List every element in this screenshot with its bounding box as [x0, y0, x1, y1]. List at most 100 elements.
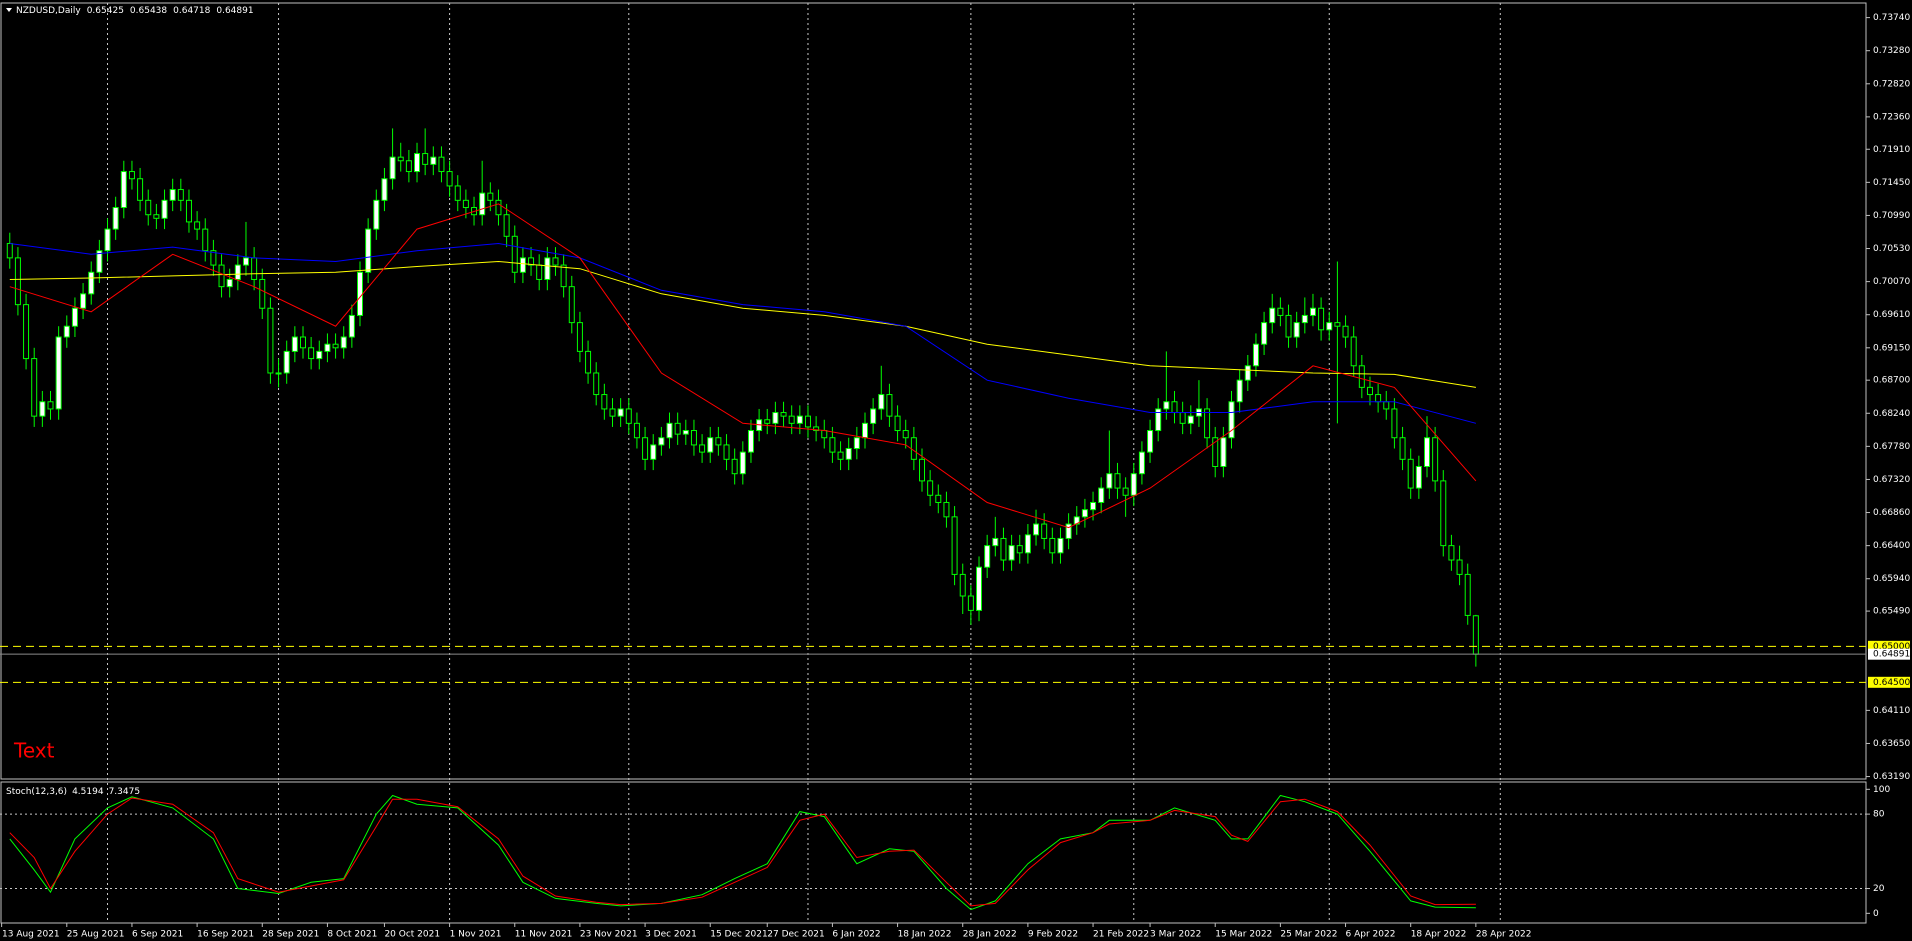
y-tick-label: 0.71450: [1873, 178, 1910, 188]
level-label: 0.65000: [1873, 642, 1910, 652]
stoch-panel: [0, 781, 1867, 924]
x-tick-label: 28 Apr 2022: [1476, 930, 1532, 940]
candle-body: [617, 408, 624, 417]
candle-body: [747, 430, 754, 453]
candle-body: [528, 257, 535, 266]
candle-body: [1081, 509, 1088, 518]
candle-body: [308, 347, 315, 360]
x-tick-label: 6 Jan 2022: [832, 930, 880, 940]
candle-body: [1391, 408, 1398, 439]
candle-body: [194, 221, 201, 230]
candle-body: [47, 401, 54, 410]
y-tick-label: 0.69610: [1873, 310, 1910, 320]
candle-body: [699, 444, 706, 453]
candle-body: [1163, 401, 1170, 410]
candle-body: [650, 444, 657, 460]
candle-body: [169, 189, 176, 201]
candle-body: [1024, 534, 1031, 554]
x-tick-label: 8 Oct 2021: [327, 930, 377, 940]
candle-body: [642, 437, 649, 460]
candle-body: [959, 573, 966, 597]
candle-body: [1155, 408, 1162, 432]
candle-body: [1220, 437, 1227, 467]
x-tick-label: 6 Sep 2021: [132, 930, 183, 940]
candle-body: [324, 343, 331, 352]
candle-body: [1366, 386, 1373, 396]
candle-body: [1334, 322, 1341, 327]
candle-body: [804, 415, 811, 428]
candle-body: [1171, 401, 1178, 414]
candle-body: [674, 422, 681, 435]
candle-body: [251, 257, 258, 280]
ohlc-value: 0.64718: [173, 6, 210, 16]
candle-body: [422, 153, 429, 165]
stoch-line: [9, 794, 1476, 911]
candle-body: [943, 501, 950, 518]
candle-body: [1285, 314, 1292, 338]
candle-body: [177, 189, 184, 201]
candle-body: [723, 444, 730, 460]
candle-body: [715, 437, 722, 446]
y-tick-label: 0: [1873, 909, 1879, 919]
candle-body: [63, 325, 70, 338]
main-panel: [0, 2, 1867, 780]
candle-body: [992, 537, 999, 547]
candle-body: [585, 350, 592, 374]
candle-body: [503, 214, 510, 237]
candle-body: [1358, 365, 1365, 388]
candle-body: [813, 426, 820, 432]
annotation: Text: [13, 739, 55, 763]
candle-body: [658, 437, 665, 446]
candle-body: [1033, 523, 1040, 536]
candle-body: [1472, 615, 1479, 655]
candle-body: [1415, 465, 1422, 489]
x-tick-label: 13 Aug 2021: [2, 930, 60, 940]
candle-body: [39, 401, 46, 417]
y-tick-label: 0.65940: [1873, 574, 1910, 584]
stoch-line: [9, 797, 1476, 907]
candle-body: [430, 156, 437, 165]
candle-body: [1114, 473, 1121, 489]
x-tick-label: 9 Feb 2022: [1028, 930, 1078, 940]
candle-body: [267, 307, 274, 374]
x-tick-label: 25 Mar 2022: [1280, 930, 1337, 940]
y-tick-label: 0.63190: [1873, 772, 1910, 782]
candle-body: [202, 228, 209, 252]
candle-body: [259, 278, 266, 309]
candle-body: [601, 394, 608, 410]
candle-body: [739, 451, 746, 475]
candle-body: [1375, 394, 1382, 403]
x-tick-label: 11 Nov 2021: [515, 930, 573, 940]
candle-body: [1187, 415, 1194, 424]
candle-body: [1301, 314, 1308, 324]
candle-body: [560, 264, 567, 288]
candle-body: [1318, 307, 1325, 331]
candle-body: [96, 250, 103, 273]
candle-body: [397, 156, 404, 162]
candle-body: [519, 257, 526, 273]
candle-body: [976, 566, 983, 611]
candle-body: [544, 257, 551, 280]
candle-body: [454, 185, 461, 201]
indicator-value: 7.3475: [109, 787, 141, 797]
candle-body: [332, 343, 339, 349]
candle-body: [568, 286, 575, 324]
candle-body: [389, 156, 396, 180]
collapse-arrow[interactable]: [6, 8, 12, 12]
candle-body: [919, 458, 926, 482]
candle-body: [1228, 401, 1235, 439]
candle-body: [1016, 545, 1023, 554]
candle-body: [894, 415, 901, 432]
x-tick-label: 27 Dec 2021: [767, 930, 825, 940]
candle-body: [381, 178, 388, 201]
candle-body: [275, 372, 282, 375]
x-tick-label: 23 Nov 2021: [580, 930, 638, 940]
y-tick-label: 0.63650: [1873, 739, 1910, 749]
y-tick-label: 100: [1873, 785, 1890, 795]
candle-body: [788, 415, 795, 424]
candle-body: [1057, 537, 1064, 554]
price-label-box: [1868, 648, 1910, 660]
candle-body: [1269, 307, 1276, 324]
candle-body: [1212, 437, 1219, 467]
candle-body: [682, 430, 689, 435]
